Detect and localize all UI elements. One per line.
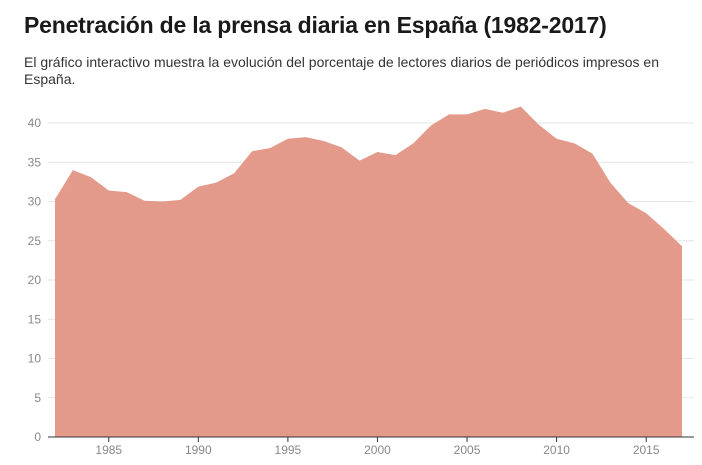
x-tick-label: 1985 [95, 443, 122, 457]
data-point[interactable] [661, 226, 667, 232]
data-point[interactable] [679, 243, 685, 249]
x-tick-label: 2010 [543, 443, 570, 457]
data-point[interactable] [554, 136, 560, 142]
y-tick-label: 0 [34, 430, 41, 444]
chart-subtitle: El gráfico interactivo muestra la evoluc… [24, 54, 659, 87]
data-point[interactable] [142, 198, 148, 204]
y-tick-label: 15 [28, 312, 42, 326]
data-point[interactable] [249, 148, 255, 154]
y-tick-label: 10 [28, 352, 42, 366]
y-tick-label: 35 [28, 155, 42, 169]
data-point[interactable] [159, 199, 165, 205]
data-point[interactable] [52, 196, 58, 202]
data-point[interactable] [410, 140, 416, 146]
y-tick-label: 20 [28, 273, 42, 287]
data-point[interactable] [518, 104, 524, 110]
data-point[interactable] [374, 149, 380, 155]
x-tick-label: 1990 [185, 443, 212, 457]
data-point[interactable] [70, 167, 76, 173]
x-tick-label: 2000 [364, 443, 391, 457]
data-point[interactable] [464, 111, 470, 117]
area-series[interactable] [55, 106, 682, 437]
data-point[interactable] [88, 174, 94, 180]
x-tick-label: 2005 [454, 443, 481, 457]
y-axis-labels: 0 5 10 15 20 25 30 35 40 [28, 116, 42, 444]
data-point[interactable] [643, 210, 649, 216]
data-point[interactable] [106, 188, 112, 194]
x-axis-labels: 1985 1990 1995 2000 2005 2010 2015 [95, 437, 660, 457]
data-point[interactable] [303, 134, 309, 140]
data-point[interactable] [231, 170, 237, 176]
data-point[interactable] [177, 197, 183, 203]
data-point[interactable] [357, 158, 363, 164]
plot-area[interactable] [52, 104, 685, 437]
data-point[interactable] [321, 138, 327, 144]
data-point[interactable] [482, 106, 488, 112]
data-point[interactable] [195, 184, 201, 190]
data-point[interactable] [428, 122, 434, 128]
chart-title: Penetración de la prensa diaria en Españ… [24, 12, 607, 38]
data-point[interactable] [124, 189, 130, 195]
data-point[interactable] [572, 140, 578, 146]
y-tick-label: 40 [28, 116, 42, 130]
y-tick-label: 5 [34, 391, 41, 405]
data-point[interactable] [285, 136, 291, 142]
x-tick-label: 1995 [275, 443, 302, 457]
data-point[interactable] [607, 180, 613, 186]
data-point[interactable] [339, 144, 345, 150]
y-tick-label: 30 [28, 195, 42, 209]
data-point[interactable] [267, 145, 273, 151]
data-point[interactable] [392, 152, 398, 158]
y-tick-label: 25 [28, 234, 42, 248]
data-point[interactable] [589, 151, 595, 157]
data-point[interactable] [213, 180, 219, 186]
data-point[interactable] [536, 122, 542, 128]
data-point[interactable] [446, 111, 452, 117]
data-point[interactable] [500, 110, 506, 116]
data-point[interactable] [625, 200, 631, 206]
x-tick-label: 2015 [633, 443, 660, 457]
